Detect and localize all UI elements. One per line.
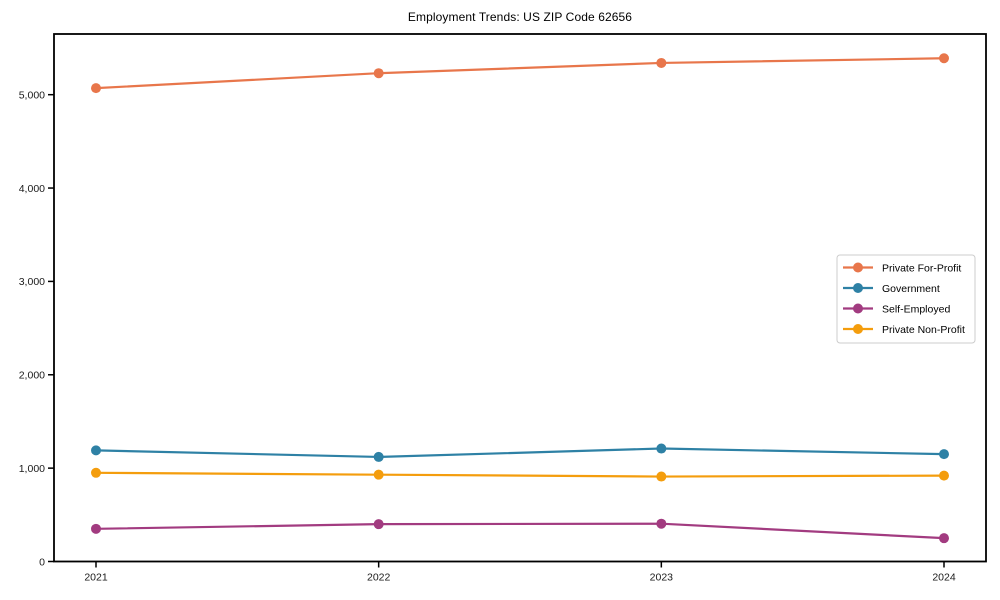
legend-marker-government [853,283,863,293]
legend-marker-private-non-profit [853,324,863,334]
x-tick-label-2021: 2021 [84,572,108,584]
plot-border [53,33,987,563]
data-point-government-2024 [939,449,949,460]
data-point-government-2021 [91,445,101,456]
legend-label-private-for-profit: Private For-Profit [882,262,961,274]
legend-marker-self-employed [853,303,863,314]
data-point-government-2022 [373,451,384,462]
y-tick-label: 4,000 [19,183,45,195]
data-point-private-non-profit-2024 [939,470,949,481]
legend-box [836,254,976,344]
data-point-private-for-profit-2021 [91,83,101,94]
y-tick-label: 0 [39,556,45,568]
y-tick-label: 2,000 [19,370,45,382]
x-tick-label-2023: 2023 [650,572,674,584]
data-point-self-employed-2024 [939,533,949,544]
data-point-private-non-profit-2022 [373,469,384,480]
y-tick-label: 5,000 [19,89,45,101]
data-point-self-employed-2022 [373,519,384,530]
legend-marker-private-for-profit [853,262,863,273]
legend-label-private-non-profit: Private Non-Profit [882,324,965,336]
series-line-self-employed [94,522,946,540]
legend-label-self-employed: Self-Employed [882,303,950,315]
data-point-private-non-profit-2021 [91,467,101,478]
y-tick-label: 3,000 [19,276,45,288]
data-point-government-2023 [656,443,667,454]
series-line-government [94,447,946,459]
data-point-self-employed-2023 [656,518,667,529]
series-line-private-non-profit [94,471,946,478]
chart-title: Employment Trends: US ZIP Code 62656 [407,10,633,24]
data-point-private-non-profit-2023 [656,471,667,482]
data-point-private-for-profit-2023 [656,57,667,68]
y-tick-label: 1,000 [19,463,45,475]
x-tick-label-2022: 2022 [367,572,391,584]
data-point-self-employed-2021 [91,523,101,534]
legend-label-government: Government [882,283,940,295]
data-point-private-for-profit-2024 [939,53,949,64]
x-tick-label-2024: 2024 [932,572,956,584]
series-line-private-for-profit [94,57,946,90]
data-point-private-for-profit-2022 [373,68,384,79]
